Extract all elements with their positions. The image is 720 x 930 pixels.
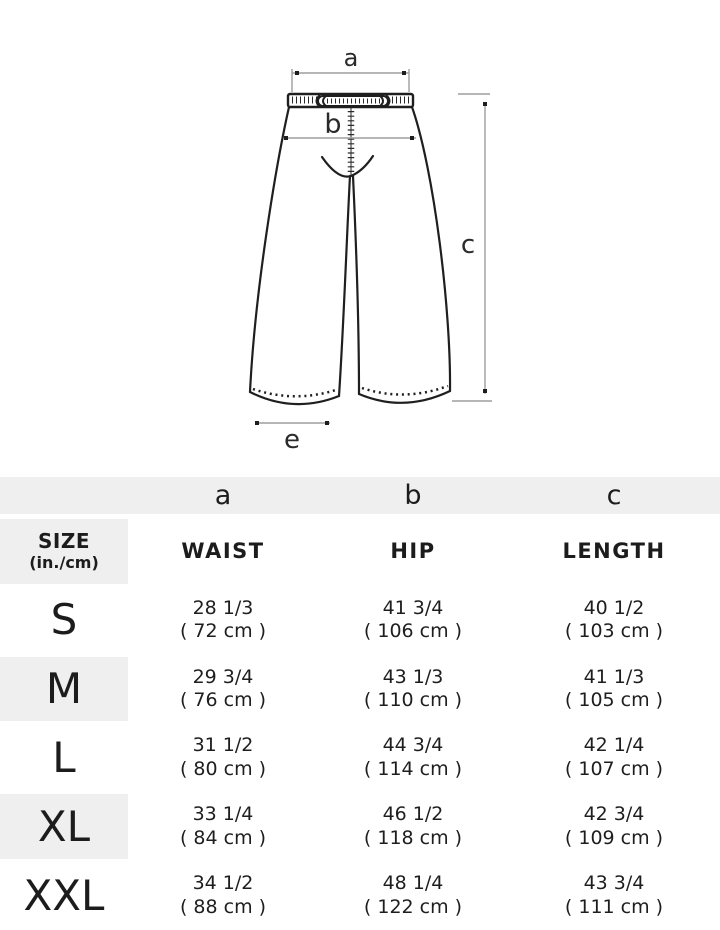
label-b: b: [324, 109, 341, 140]
right-inner-seam: [351, 174, 361, 396]
label-c: c: [461, 230, 475, 260]
waist-cell: 29 3/4 ( 76 cm ): [179, 665, 267, 712]
gather-marks: [315, 94, 391, 108]
length-cell: 42 1/4 ( 107 cm ): [564, 734, 664, 780]
dimension-c: c: [452, 93, 492, 402]
pants-diagram-svg: a b c: [248, 44, 492, 455]
waistband: [286, 92, 415, 109]
left-hem-edge: [248, 390, 341, 406]
crotch-seam-right: [349, 154, 375, 178]
column-header-hip: HIP: [390, 539, 436, 564]
size-cell: XXL: [23, 870, 105, 920]
length-cell: 41 1/3 ( 105 cm ): [564, 665, 664, 712]
hip-cell: 46 1/2 ( 118 cm ): [363, 803, 463, 849]
size-header-title: SIZE: [37, 529, 90, 554]
label-e: e: [284, 425, 300, 455]
hip-cell: 41 3/4 ( 106 cm ): [363, 596, 463, 643]
size-cell: XL: [0, 794, 128, 860]
length-cell: 43 3/4 ( 111 cm ): [564, 872, 664, 918]
hip-cell: 43 1/3 ( 110 cm ): [363, 665, 463, 712]
waist-cell: 28 1/3 ( 72 cm ): [179, 596, 267, 643]
letter-b-header: b: [404, 480, 422, 511]
label-a: a: [344, 44, 359, 72]
column-header-length: LENGTH: [562, 539, 666, 564]
waist-cell: 33 1/4 ( 84 cm ): [179, 803, 267, 849]
letter-header-band: a b c: [0, 477, 720, 514]
dimension-a: a: [291, 44, 410, 92]
table-row-m: M 29 3/4 ( 76 cm ) 43 1/3 ( 110 cm ) 41 …: [0, 655, 720, 724]
dimension-e: e: [255, 421, 330, 455]
table-row-s: S 28 1/3 ( 72 cm ) 41 3/4 ( 106 cm ) 40 …: [0, 586, 720, 655]
size-cell: M: [0, 656, 128, 722]
size-cell: L: [52, 732, 76, 782]
waist-cell: 34 1/2 ( 88 cm ): [179, 872, 267, 918]
size-chart-table: a b c SIZE (in./cm) WAIST HIP LENGTH S 2…: [0, 477, 720, 930]
pants-outline: [248, 105, 452, 406]
size-header-cell: SIZE (in./cm): [0, 519, 128, 584]
right-outer-seam: [410, 105, 452, 393]
left-inner-seam: [337, 174, 352, 398]
table-header-row: SIZE (in./cm) WAIST HIP LENGTH: [0, 517, 720, 586]
right-hem-edge: [357, 389, 452, 404]
size-header-unit: (in./cm): [29, 553, 99, 573]
column-header-waist: WAIST: [181, 539, 265, 564]
hip-cell: 44 3/4 ( 114 cm ): [363, 734, 463, 780]
drawstring-channel: [317, 95, 389, 107]
size-cell: S: [50, 595, 78, 645]
length-cell: 42 3/4 ( 109 cm ): [564, 803, 664, 849]
letter-c-header: c: [606, 480, 622, 511]
hem-stitching: [252, 384, 449, 398]
pants-measurement-diagram: a b c: [248, 44, 492, 455]
table-row-l: L 31 1/2 ( 80 cm ) 44 3/4 ( 114 cm ) 42 …: [0, 723, 720, 792]
length-cell: 40 1/2 ( 103 cm ): [564, 596, 664, 643]
left-outer-seam: [248, 105, 291, 394]
letter-a-header: a: [214, 480, 232, 511]
waist-cell: 31 1/2 ( 80 cm ): [179, 734, 267, 780]
dimension-b: b: [284, 109, 416, 140]
crotch-seam-left: [320, 155, 353, 178]
letter-band-spacer: [0, 477, 128, 514]
table-row-xl: XL 33 1/4 ( 84 cm ) 46 1/2 ( 118 cm ) 42…: [0, 792, 720, 861]
table-row-xxl: XXL 34 1/2 ( 88 cm ) 48 1/4 ( 122 cm ) 4…: [0, 861, 720, 930]
hip-cell: 48 1/4 ( 122 cm ): [363, 872, 463, 918]
